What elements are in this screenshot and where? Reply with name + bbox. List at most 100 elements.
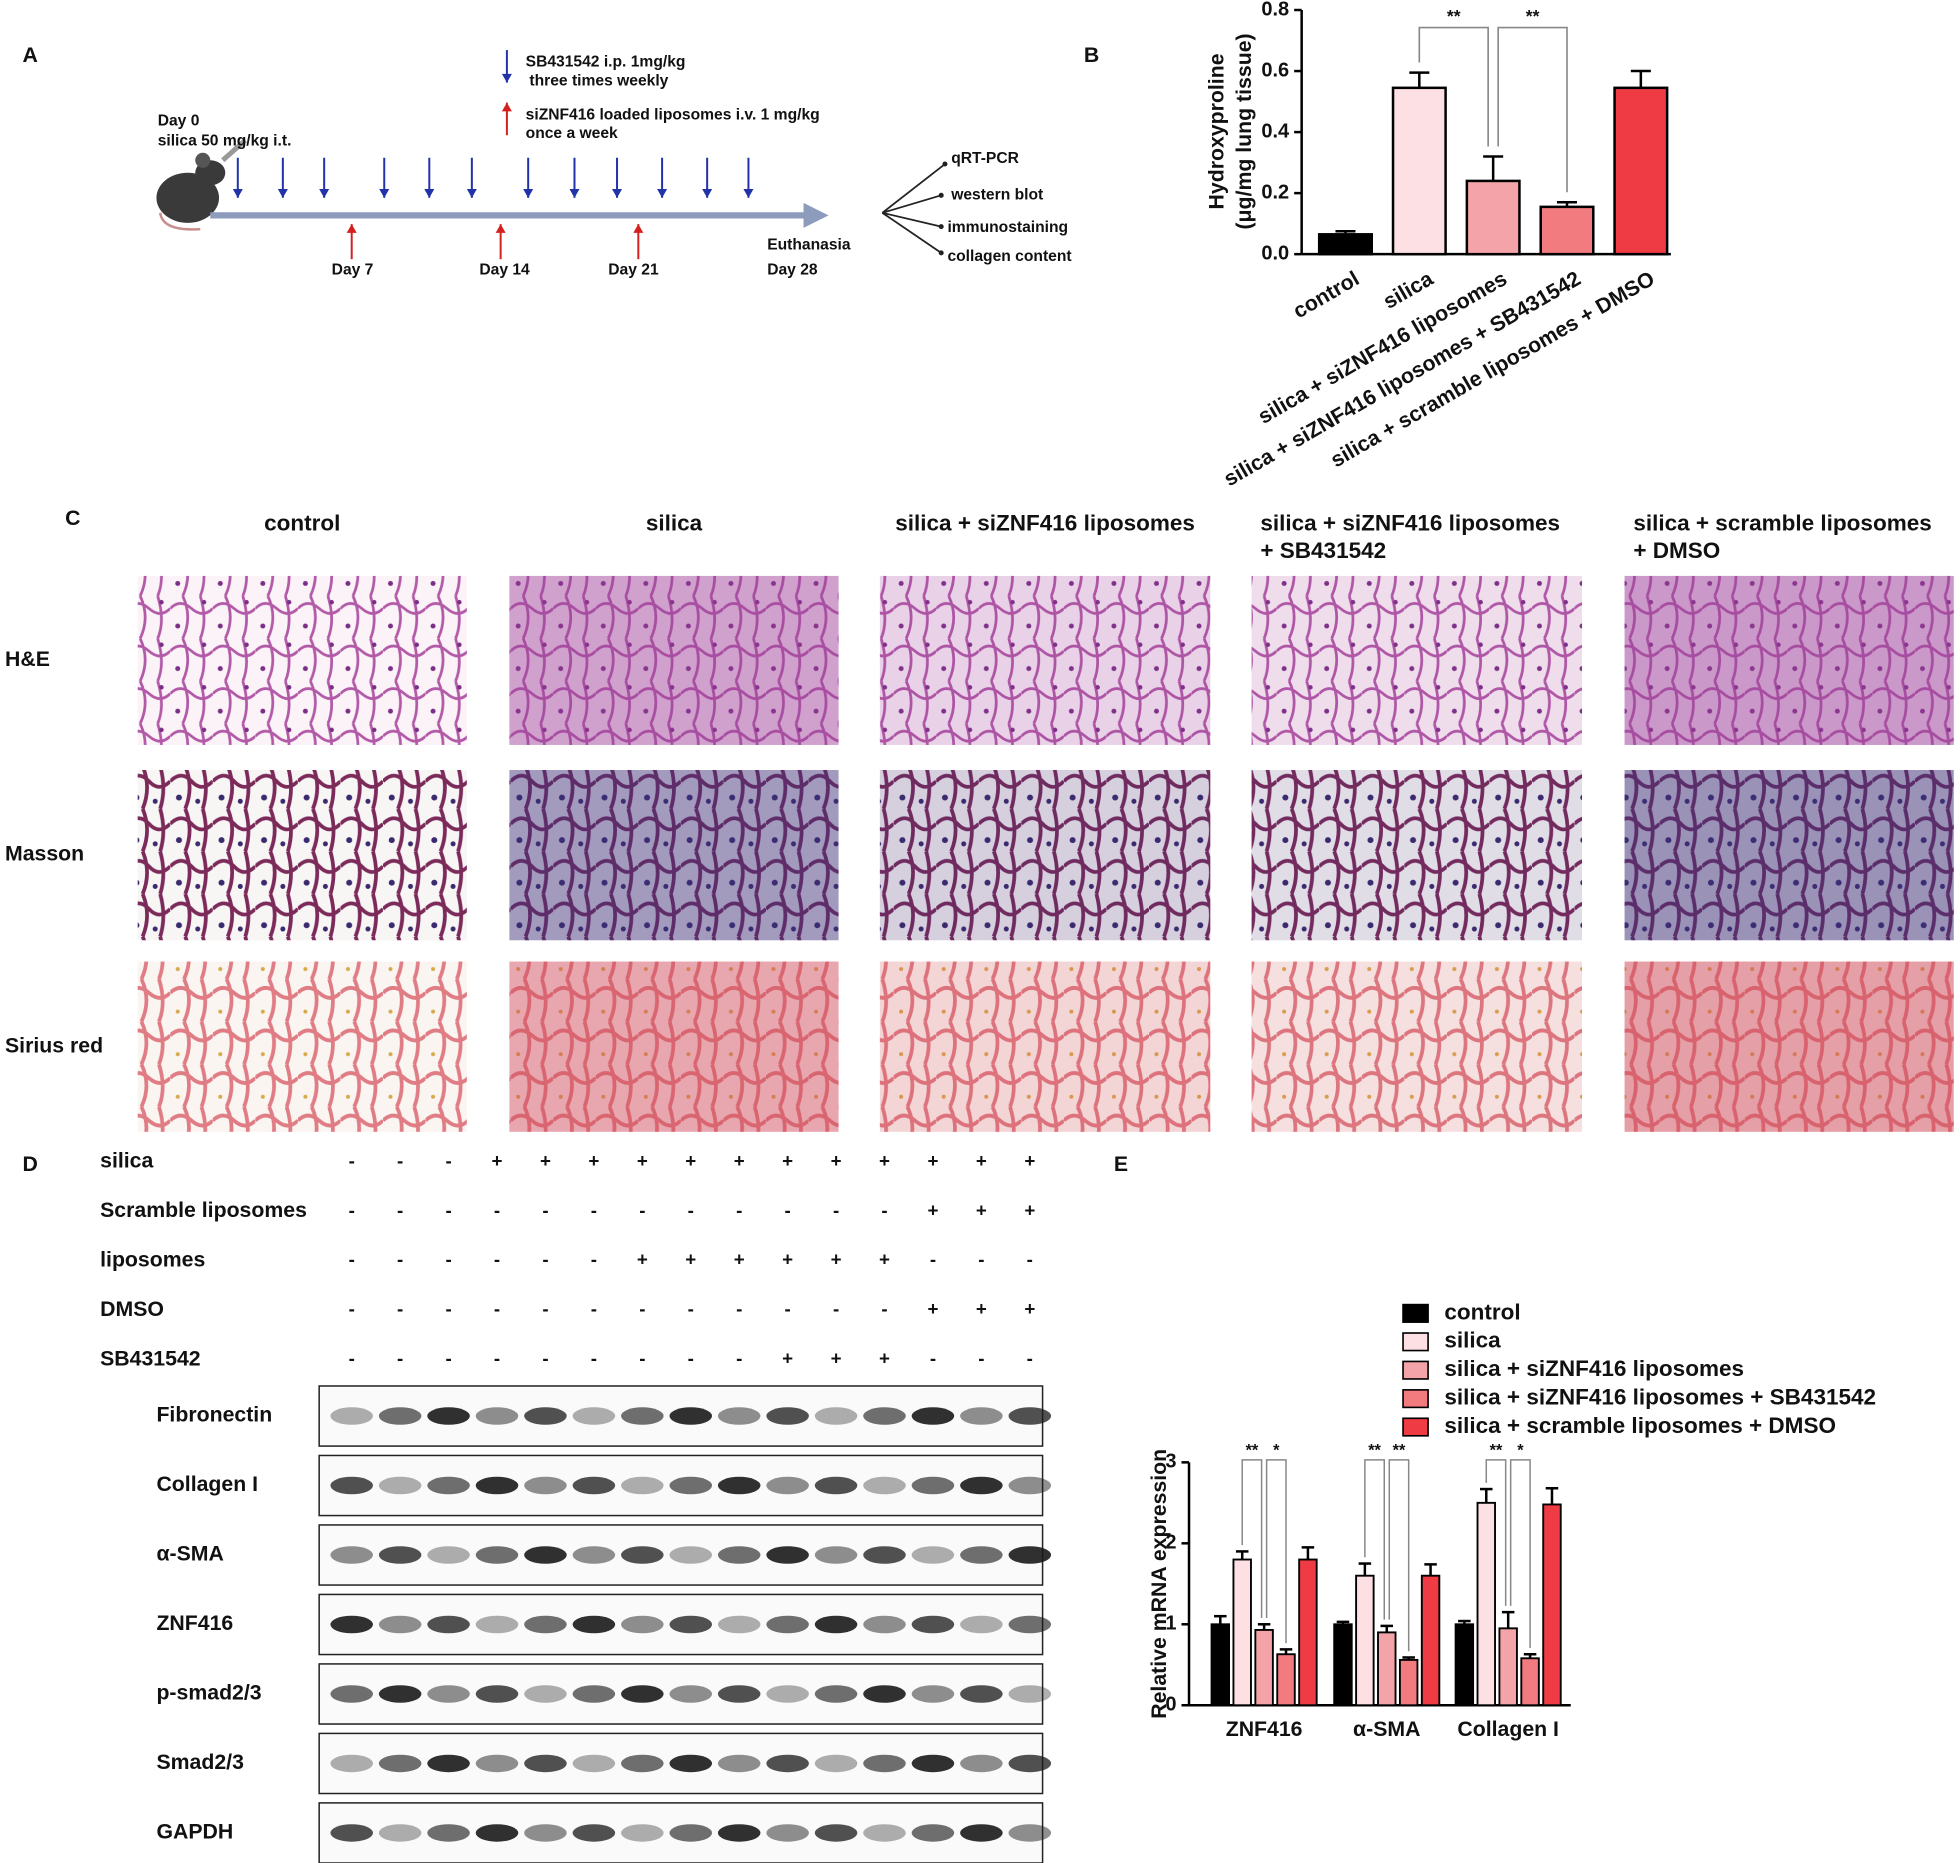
condition-sign: - [445,1249,451,1270]
panel-label: D [23,1152,38,1176]
blot-band [572,1824,616,1842]
condition-sign: - [688,1298,694,1319]
y-tick-label: 0.2 [1261,181,1289,203]
condition-sign: + [927,1298,938,1319]
column-title: + SB431542 [1260,538,1386,563]
mouse-body [156,172,220,223]
blot-band [378,1754,422,1773]
bar [1420,1574,1441,1707]
legend-swatch [1402,1332,1429,1352]
blot-band [960,1754,1003,1773]
fibrosis-tint [509,769,839,941]
blot-band [863,1754,906,1773]
bar [1232,1558,1252,1707]
histology-image [509,769,839,941]
condition-sign: - [445,1348,451,1369]
row-label: H&E [5,647,50,671]
bar [1298,1558,1318,1707]
condition-sign: + [1024,1199,1035,1220]
condition-sign: - [494,1199,500,1220]
condition-sign: + [734,1249,745,1270]
condition-sign: - [591,1298,597,1319]
significance-bracket [1509,1459,1531,1648]
blot-band [814,1615,858,1634]
blot-band [330,1476,373,1495]
end-label: Day 28 [767,262,818,279]
blot-band [717,1754,761,1773]
fan-tip [938,192,944,198]
bar [1520,1657,1540,1707]
fibrosis-tint [509,961,839,1132]
condition-sign: + [685,1150,696,1171]
condition-sign: + [976,1150,987,1171]
blot-label: GAPDH [156,1820,233,1844]
condition-sign: + [879,1150,890,1171]
column-title: silica + siZNF416 liposomes [1260,511,1560,536]
blot-band [524,1615,567,1634]
arrow-head [501,102,512,112]
arrow-head [569,189,580,198]
condition-sign: - [349,1249,355,1270]
condition-sign: - [736,1199,742,1220]
blot-band [717,1546,761,1564]
legend-text: SB431542 i.p. 1mg/kg [526,54,686,71]
condition-sign: + [685,1249,696,1270]
blot-band [1008,1824,1052,1842]
start-text: Day 0 [158,113,200,130]
blot-band [669,1407,713,1425]
condition-sign: - [494,1298,500,1319]
condition-sign: + [1024,1298,1035,1319]
arrow-head [379,189,390,198]
bar [1398,1658,1419,1707]
significance-bracket [1364,1459,1386,1620]
blot-band [427,1407,470,1425]
legend-text: siZNF416 loaded liposomes i.v. 1 mg/kg [526,106,820,123]
blot-band [1008,1407,1052,1425]
bar [1254,1629,1274,1707]
blot-band [572,1476,616,1495]
arrow-head [743,189,754,198]
blot-band [766,1754,809,1773]
condition-sign: - [930,1249,936,1270]
significance-bracket [1388,1459,1410,1652]
blot-label: Fibronectin [156,1403,272,1427]
blot-band [572,1754,616,1773]
column-title: control [264,511,340,536]
bar [1454,1623,1475,1707]
blot-band [475,1754,519,1773]
blot-band [378,1685,422,1703]
condition-sign: - [639,1348,645,1369]
blot-band [572,1546,616,1564]
fan-tip [938,224,944,230]
blot-band [427,1546,470,1564]
condition-sign: + [637,1249,648,1270]
start-text: silica 50 mg/kg i.t. [158,133,292,150]
blot-band [378,1407,422,1425]
bar [1476,1501,1496,1707]
blot-label: Collagen I [156,1472,258,1496]
blot-band [911,1685,955,1703]
bar [1333,1623,1353,1707]
panel-label: A [23,43,38,67]
blot-band [427,1824,470,1842]
blot-band [621,1476,664,1495]
fibrosis-tint [1251,961,1583,1132]
blot-band [814,1476,858,1495]
blot-band [717,1685,761,1703]
condition-sign: - [591,1348,597,1369]
column-title: silica + scramble liposomes [1633,511,1931,536]
bar [1276,1653,1296,1707]
blot-band [960,1476,1003,1495]
condition-sign: + [976,1298,987,1319]
blot-band [1008,1546,1052,1564]
condition-sign: + [1024,1150,1035,1171]
significance-label: * [1517,1441,1524,1459]
blot-band [960,1407,1003,1425]
blot-band [572,1407,616,1425]
condition-sign: - [833,1298,839,1319]
histology-image [879,961,1211,1132]
condition-sign: + [976,1199,987,1220]
condition-sign: + [927,1150,938,1171]
readout: collagen content [947,248,1072,265]
arrow-head [702,189,713,198]
